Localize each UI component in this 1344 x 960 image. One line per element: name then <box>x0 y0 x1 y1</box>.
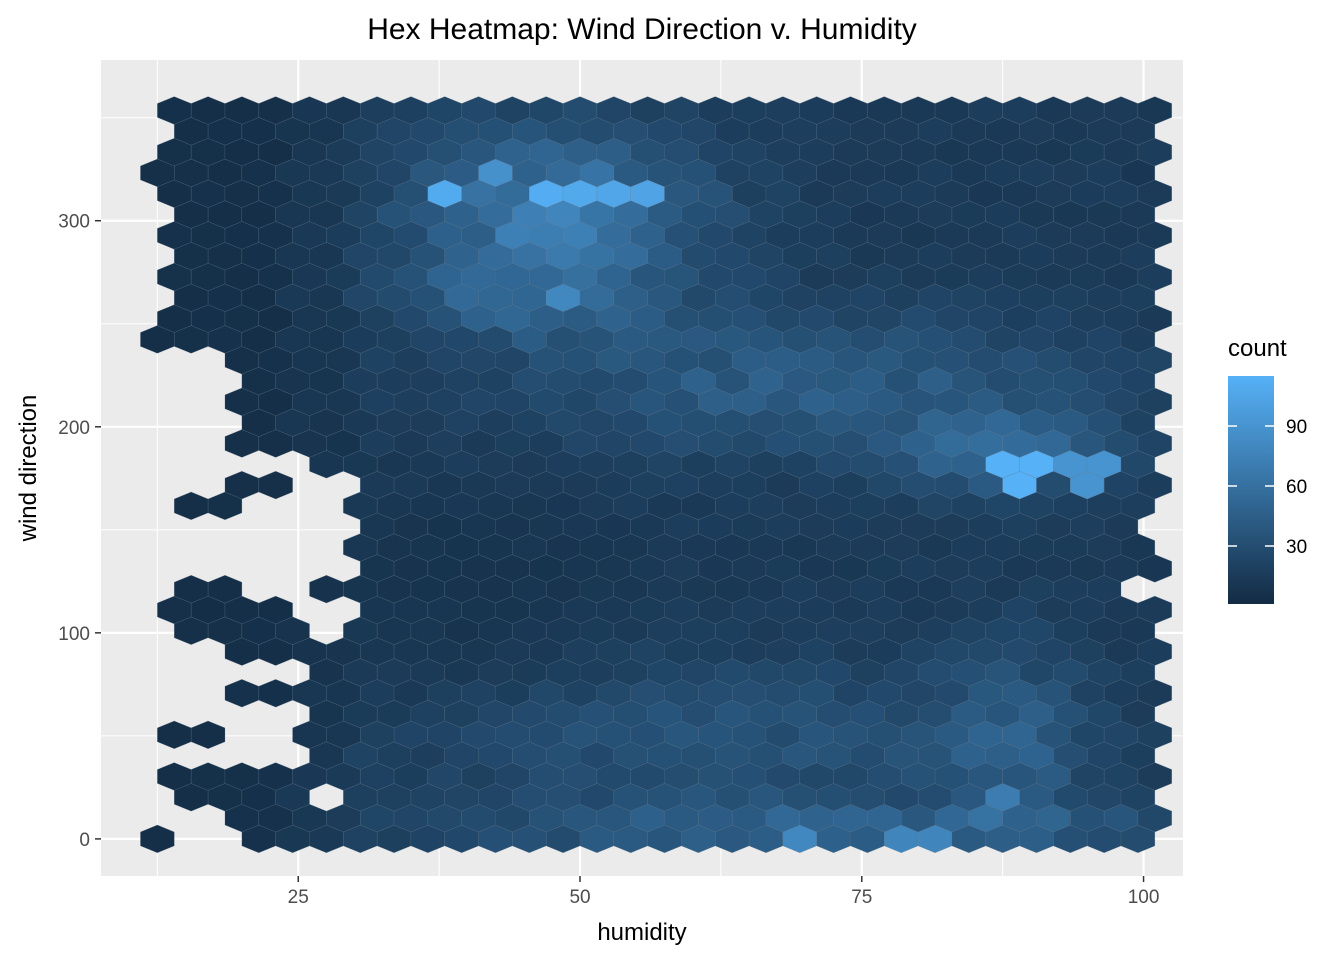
hex-bin <box>190 720 226 750</box>
chart-title: Hex Heatmap: Wind Direction v. Humidity <box>367 13 917 46</box>
x-tick-label: 100 <box>1128 887 1160 908</box>
x-tick-label: 75 <box>851 887 872 908</box>
y-axis-title: wind direction <box>15 395 42 543</box>
hex-bin <box>1137 595 1173 625</box>
hex-bin <box>258 470 293 500</box>
x-axis-title: humidity <box>597 919 686 946</box>
hex-bin <box>140 824 175 854</box>
y-axis-ticks: 0 100 200 300 <box>58 212 101 851</box>
hex-bin <box>207 574 243 604</box>
y-tick-label: 300 <box>58 212 90 233</box>
y-tick-label: 200 <box>58 418 90 439</box>
legend-label: 90 <box>1286 417 1307 438</box>
y-tick-label: 100 <box>58 624 90 645</box>
legend-ticks: 30 60 90 <box>1228 417 1307 558</box>
y-tick-label: 0 <box>79 830 90 851</box>
hex-bins <box>140 96 1173 854</box>
legend-colorbar <box>1228 376 1274 604</box>
legend-title: count <box>1228 335 1287 362</box>
x-tick-label: 25 <box>288 887 309 908</box>
legend-label: 30 <box>1286 537 1307 558</box>
legend: count 30 60 90 <box>1228 335 1307 604</box>
legend-label: 60 <box>1286 477 1307 498</box>
x-axis-ticks: 25 50 75 100 <box>288 876 1160 908</box>
x-tick-label: 50 <box>569 887 590 908</box>
hex-bin <box>1137 96 1173 125</box>
hex-bin <box>258 595 293 625</box>
